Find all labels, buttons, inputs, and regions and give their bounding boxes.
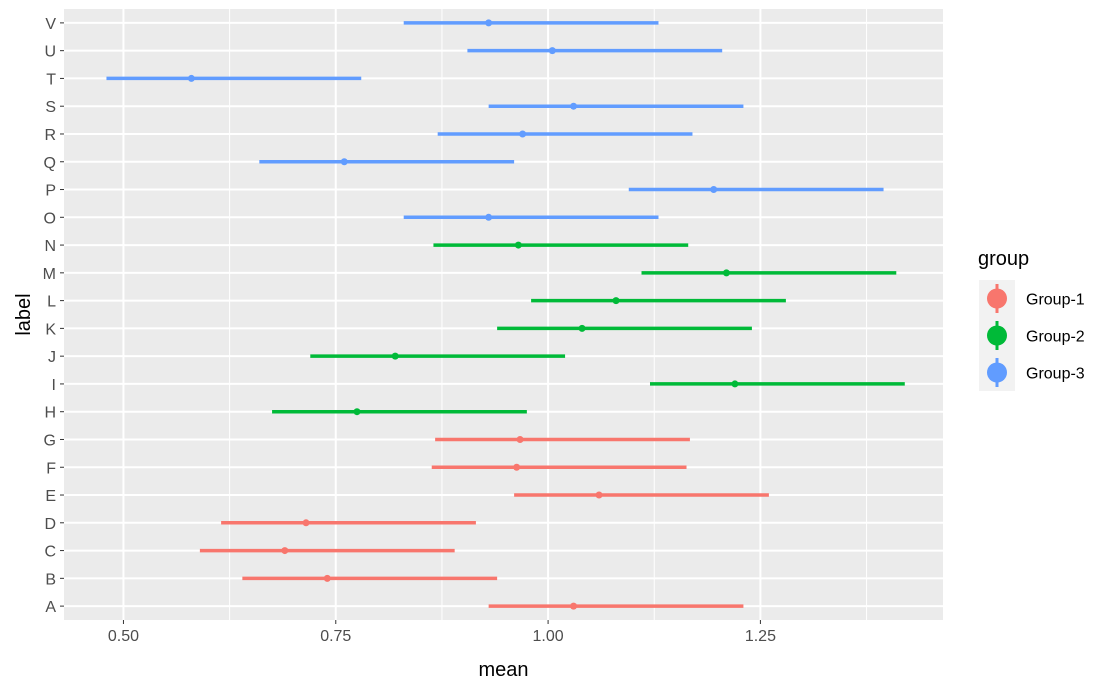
- y-tick-label: Q: [44, 155, 56, 172]
- y-tick-label: J: [48, 349, 56, 366]
- y-tick-label: B: [45, 571, 56, 588]
- y-tick-label: M: [43, 266, 56, 283]
- point-V: [485, 19, 493, 27]
- x-tick-label: 1.00: [533, 628, 564, 645]
- point-M: [722, 269, 730, 277]
- point-K: [578, 324, 586, 332]
- y-axis-title: label: [13, 293, 35, 335]
- y-tick-label: O: [44, 210, 56, 227]
- error-bars: [106, 21, 905, 608]
- point-N: [514, 241, 522, 249]
- legend-key-point: [987, 288, 1007, 309]
- legend-key-point: [987, 362, 1007, 383]
- x-tick-label: 0.75: [320, 628, 351, 645]
- y-tick-label: C: [44, 544, 56, 561]
- point-T: [187, 74, 195, 82]
- point-Q: [340, 158, 348, 166]
- y-tick-label: S: [45, 99, 56, 116]
- grid-minor: [229, 9, 868, 620]
- point-R: [519, 130, 527, 138]
- data-points: [187, 19, 739, 610]
- point-E: [595, 491, 603, 499]
- y-tick-label: G: [44, 432, 56, 449]
- x-tick-label: 0.50: [108, 628, 139, 645]
- point-J: [391, 352, 399, 360]
- legend-label: Group-2: [1026, 329, 1085, 346]
- point-D: [302, 519, 310, 527]
- legend: group Group-1 Group-2 Group-3: [978, 248, 1085, 391]
- point-B: [323, 574, 331, 582]
- point-H: [353, 408, 361, 416]
- x-axis-ticks: 0.50 0.75 1.00 1.25: [108, 620, 776, 645]
- point-C: [281, 547, 289, 555]
- y-tick-label: R: [44, 127, 56, 144]
- y-tick-label: H: [44, 405, 56, 422]
- point-L: [612, 297, 620, 305]
- y-tick-label: U: [44, 44, 56, 61]
- y-tick-label: P: [45, 183, 56, 200]
- point-G: [516, 435, 524, 443]
- y-tick-label: E: [45, 488, 56, 505]
- point-U: [548, 47, 556, 55]
- legend-key-point: [987, 325, 1007, 346]
- y-tick-label: V: [45, 16, 56, 33]
- legend-label: Group-3: [1026, 366, 1085, 383]
- panel-background: [64, 9, 943, 620]
- y-tick-label: T: [46, 71, 56, 88]
- legend-label: Group-1: [1026, 292, 1085, 309]
- point-S: [570, 102, 578, 110]
- point-I: [731, 380, 739, 388]
- y-tick-label: A: [45, 599, 56, 616]
- point-P: [710, 186, 718, 194]
- y-tick-label: K: [45, 321, 56, 338]
- y-tick-label: D: [44, 516, 56, 533]
- point-A: [570, 602, 578, 610]
- x-tick-label: 1.25: [745, 628, 776, 645]
- point-F: [513, 463, 521, 471]
- y-tick-label: N: [44, 238, 56, 255]
- point-O: [485, 213, 493, 221]
- y-tick-label: I: [52, 377, 56, 394]
- x-axis-title: mean: [478, 659, 528, 681]
- y-tick-label: F: [46, 460, 56, 477]
- y-tick-label: L: [47, 294, 56, 311]
- legend-title: group: [978, 248, 1029, 270]
